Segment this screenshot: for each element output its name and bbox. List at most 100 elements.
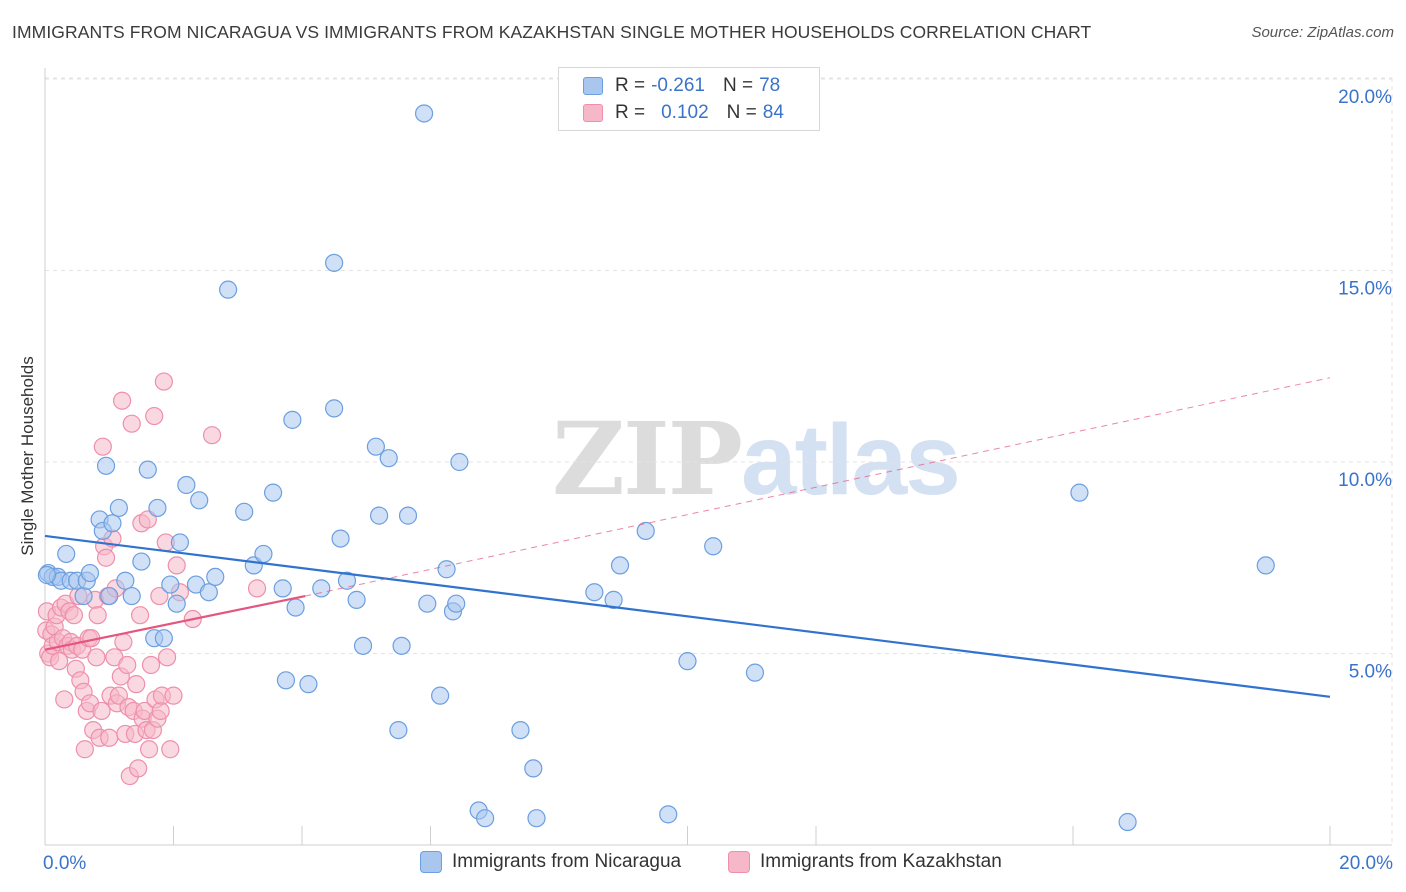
watermark-zip: ZIP <box>552 400 743 518</box>
nicaragua-point <box>1118 812 1137 832</box>
legend-r-label: R = <box>615 75 646 96</box>
tick-labels: 5.0% 10.0% 15.0% 20.0% 0.0% 20.0% <box>43 87 1393 874</box>
watermark: ZIPatlas <box>552 400 961 518</box>
nicaragua-point <box>1256 556 1275 575</box>
nicaragua-point <box>177 475 196 495</box>
nicaragua-point <box>161 575 180 594</box>
nicaragua-point <box>132 552 151 571</box>
nicaragua-point <box>325 399 344 418</box>
legend-item-kazakhstan: Immigrants from Kazakhstan <box>728 851 1002 873</box>
nicaragua-point <box>636 521 655 541</box>
legend-row-kazakhstan: R = 0.102 N = 84 <box>583 100 784 126</box>
kazakhstan-point <box>154 372 173 391</box>
nicaragua-point <box>100 586 119 606</box>
legend-swatch-kazakhstan <box>728 851 750 873</box>
y-axis-label: Single Mother Households <box>18 356 37 556</box>
legend-n-label: N = <box>722 75 754 96</box>
nicaragua-point <box>312 579 331 598</box>
nicaragua-point <box>610 556 630 575</box>
legend-n-nicaragua: 78 <box>759 75 781 96</box>
nicaragua-point <box>389 720 408 740</box>
nicaragua-point <box>325 253 344 272</box>
kazakhstan-point <box>100 728 119 747</box>
nicaragua-point <box>206 567 225 587</box>
legend-n-kazakhstan: 84 <box>762 102 784 123</box>
source-label: Source: ZipAtlas.com <box>1251 24 1394 41</box>
kazakhstan-point <box>141 655 161 675</box>
nicaragua-point <box>366 437 385 456</box>
kazakhstan-point <box>50 652 69 671</box>
x-tick-label: 20.0% <box>1339 853 1393 874</box>
nicaragua-point <box>1070 483 1089 502</box>
kazakhstan-point <box>129 759 148 778</box>
nicaragua-point <box>337 571 357 590</box>
nicaragua-point <box>235 502 254 521</box>
legend-row-nicaragua: R = -0.261 N = 78 <box>583 73 780 99</box>
kazakhstan-point <box>55 690 74 709</box>
chart-title: IMMIGRANTS FROM NICARAGUA VS IMMIGRANTS … <box>12 22 1092 42</box>
nicaragua-point <box>122 586 141 606</box>
kazakhstan-point <box>139 740 159 759</box>
nicaragua-point <box>745 663 765 682</box>
x-tick-label: 0.0% <box>43 853 86 874</box>
kazakhstan-point <box>75 740 94 759</box>
nicaragua-point <box>96 456 116 475</box>
legend-swatch-nicaragua <box>583 77 603 95</box>
grid-lines <box>45 77 1393 845</box>
nicaragua-points <box>37 104 1275 832</box>
nicaragua-point <box>437 560 456 579</box>
kazakhstan-point <box>145 406 164 426</box>
legend-n-label: N = <box>726 102 757 123</box>
nicaragua-point <box>392 636 411 655</box>
nicaragua-point <box>370 506 389 525</box>
legend-label-nicaragua: Immigrants from Nicaragua <box>452 851 682 872</box>
nicaragua-point <box>585 583 604 602</box>
legend-swatch-nicaragua <box>420 851 442 873</box>
watermark-atlas: atlas <box>740 404 961 516</box>
legend-r-nicaragua: -0.261 <box>651 75 705 96</box>
kazakhstan-trend-line <box>44 594 306 651</box>
nicaragua-point <box>659 805 678 824</box>
nicaragua-point <box>414 104 434 123</box>
nicaragua-point <box>170 533 190 552</box>
axes <box>44 68 1392 846</box>
kazakhstan-point <box>118 655 137 675</box>
kazakhstan-point <box>161 740 180 759</box>
nicaragua-point <box>353 636 373 655</box>
kazakhstan-point <box>93 437 112 456</box>
nicaragua-point <box>116 571 135 590</box>
legend-item-nicaragua: Immigrants from Nicaragua <box>420 851 681 873</box>
kazakhstan-point <box>122 414 141 433</box>
y-tick-label: 15.0% <box>1338 279 1392 300</box>
nicaragua-point <box>219 280 238 299</box>
kazakhstan-point <box>247 579 267 598</box>
nicaragua-trend-line <box>44 534 1331 698</box>
nicaragua-point <box>273 579 292 598</box>
kazakhstan-point <box>114 632 133 652</box>
nicaragua-point <box>347 590 366 609</box>
nicaragua-point <box>80 563 100 583</box>
nicaragua-point <box>678 652 697 671</box>
kazakhstan-point <box>202 426 222 445</box>
y-tick-label: 5.0% <box>1349 662 1392 683</box>
nicaragua-point <box>418 594 437 613</box>
nicaragua-point <box>148 498 167 518</box>
nicaragua-point <box>199 583 218 602</box>
nicaragua-point <box>299 675 318 694</box>
kazakhstan-point <box>150 586 169 606</box>
kazakhstan-point <box>92 701 111 721</box>
nicaragua-point <box>109 498 128 518</box>
nicaragua-point <box>190 491 209 510</box>
stats-legend: R = -0.261 N = 78 R = 0.102 N = 84 <box>558 67 820 131</box>
nicaragua-point <box>138 460 157 479</box>
y-tick-label: 20.0% <box>1338 87 1392 108</box>
kazakhstan-point <box>157 648 177 667</box>
y-tick-label: 10.0% <box>1338 470 1392 491</box>
kazakhstan-point <box>151 701 170 721</box>
nicaragua-point <box>103 514 122 533</box>
kazakhstan-point <box>64 606 84 625</box>
nicaragua-point <box>331 529 350 548</box>
nicaragua-point <box>379 449 398 468</box>
nicaragua-point <box>476 809 495 828</box>
legend-r-label: R = <box>615 102 646 123</box>
